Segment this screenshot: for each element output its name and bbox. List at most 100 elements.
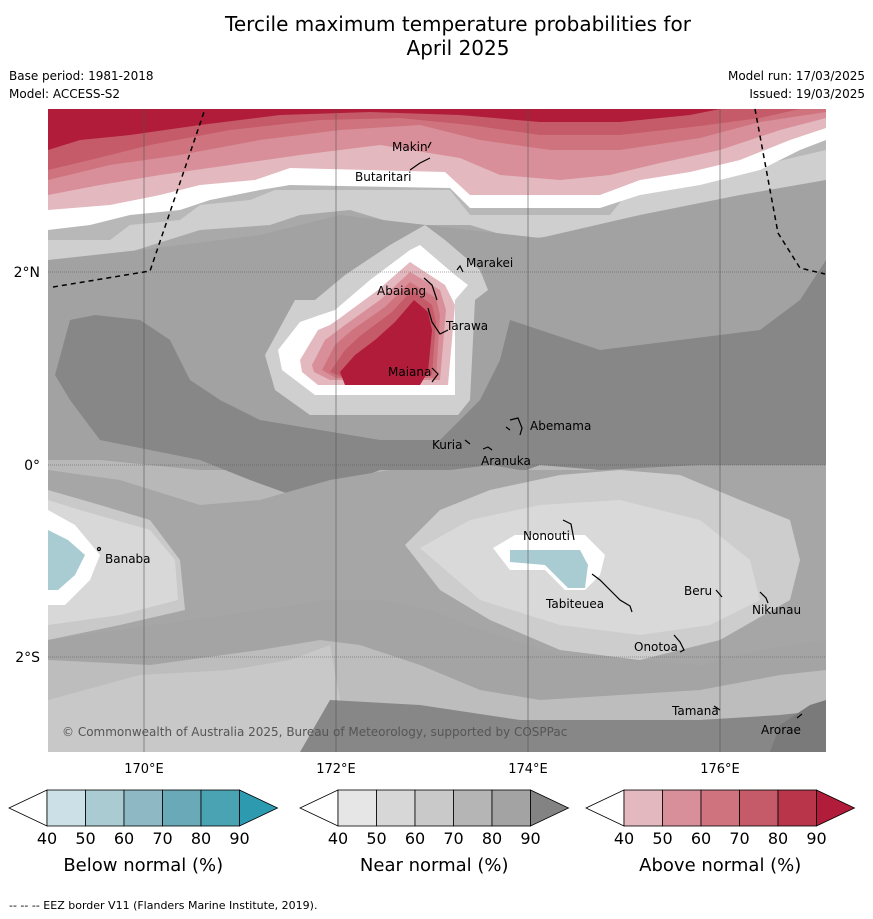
model-name: Model: ACCESS-S2 — [9, 87, 121, 101]
above-normal-band-80-north — [48, 109, 800, 170]
near-normal-band-80 — [55, 260, 826, 498]
place-arorae: Arorae — [761, 723, 801, 737]
place-nikunau: Nikunau — [752, 603, 801, 617]
title-line-2: April 2025 — [406, 36, 510, 60]
colorbar-tick: 40 — [614, 829, 634, 848]
issued-date: Issued: 19/03/2025 — [749, 87, 865, 101]
eez-border — [52, 108, 826, 288]
colorbar-1: 40 50 60 70 80 90 Near normal (%) — [299, 789, 570, 876]
colorbar-label: Below normal (%) — [63, 855, 223, 876]
place-onotoa: Onotoa — [634, 640, 678, 654]
place-abemama: Abemama — [530, 419, 591, 433]
colorbar-bin — [414, 789, 454, 827]
colorbar-arrow-low — [585, 789, 625, 827]
place-aranuka: Aranuka — [481, 454, 531, 468]
lat-label-2s: 2°S — [15, 650, 40, 666]
colorbar-tick: 40 — [328, 829, 348, 848]
colorbar-tick: 90 — [520, 829, 540, 848]
colorbar-tick: 90 — [806, 829, 826, 848]
island-outlines — [96, 141, 803, 719]
colorbar-arrow-high — [239, 789, 279, 827]
place-labels: Makin Butaritari Marakei Abaiang Tarawa … — [105, 140, 801, 737]
colorbar-bin — [777, 789, 817, 827]
title-line-1: Tercile maximum temperature probabilitie… — [225, 12, 691, 36]
colorbar-tick: 50 — [75, 829, 95, 848]
lat-label-0: 0° — [24, 458, 40, 474]
colorbars: 40 50 60 70 80 90 Below normal (%) 40 50 60 70 80 90… — [8, 789, 856, 876]
page-title: Tercile maximum temperature probabilitie… — [0, 12, 873, 60]
near-normal-band-80-south — [300, 700, 826, 752]
latitude-labels: 2°N 0° 2°S — [14, 265, 41, 666]
near-normal-band-60-southwest — [48, 645, 340, 752]
place-abaiang: Abaiang — [377, 284, 426, 298]
colorbar-arrow-low — [8, 789, 48, 827]
colorbar-arrow-high — [816, 789, 856, 827]
lon-label-176e: 176°E — [700, 762, 740, 777]
colorbar-bin — [662, 789, 702, 827]
colorbar-bin — [700, 789, 740, 827]
below-normal-patch-west — [48, 530, 85, 590]
place-tamana: Tamana — [671, 704, 719, 718]
colorbar-label: Above normal (%) — [639, 855, 801, 876]
colorbar-tick: 70 — [729, 829, 749, 848]
colorbar-tick: 50 — [366, 829, 386, 848]
colorbar-bin — [491, 789, 531, 827]
colorbar-bin — [162, 789, 202, 827]
meta-left: Base period: 1981-2018 Model: ACCESS-S2 — [9, 67, 154, 103]
colorbar-0: 40 50 60 70 80 90 Below normal (%) — [8, 789, 279, 876]
place-kuria: Kuria — [432, 438, 463, 452]
place-tarawa: Tarawa — [445, 319, 488, 333]
above-normal-band-90-north — [48, 109, 720, 150]
colorbar-arrow-low — [299, 789, 339, 827]
eez-footnote: -- -- -- EEZ border V11 (Flanders Marine… — [9, 899, 318, 912]
lon-label-170e: 170°E — [124, 762, 164, 777]
colorbar-2: 40 50 60 70 80 90 Above normal (%) — [585, 789, 856, 876]
near-normal-band-90-southeast — [770, 700, 826, 752]
colorbar-bin — [337, 789, 377, 827]
colorbar-tick: 40 — [37, 829, 57, 848]
colorbar-label: Near normal (%) — [360, 855, 509, 876]
colorbar-tick: 50 — [652, 829, 672, 848]
above-normal-band-90-center — [340, 300, 432, 385]
colorbar-bin — [376, 789, 416, 827]
lon-label-172e: 172°E — [316, 762, 356, 777]
near-normal-band-50-west — [48, 500, 178, 625]
below-normal-patch-south — [510, 550, 588, 588]
latitude-gridlines — [48, 271, 826, 658]
model-run: Model run: 17/03/2025 — [727, 69, 865, 83]
colorbar-tick: 80 — [482, 829, 502, 848]
place-beru: Beru — [684, 584, 712, 598]
colorbar-bin — [453, 789, 493, 827]
place-butaritari: Butaritari — [355, 170, 412, 184]
colorbar-tick: 90 — [229, 829, 249, 848]
place-tabiteuea: Tabiteuea — [545, 597, 604, 611]
colorbar-tick: 60 — [405, 829, 425, 848]
colorbar-arrow-high — [530, 789, 570, 827]
lat-label-2n: 2°N — [14, 265, 40, 281]
place-banaba: Banaba — [105, 552, 151, 566]
place-makin: Makin — [392, 140, 428, 154]
colorbar-tick: 60 — [114, 829, 134, 848]
colorbar-tick: 70 — [443, 829, 463, 848]
colorbar-bin — [200, 789, 240, 827]
colorbar-bin — [85, 789, 125, 827]
place-maiana: Maiana — [388, 365, 431, 379]
meta-right: Model run: 17/03/2025 Issued: 19/03/2025 — [728, 67, 865, 103]
colorbar-tick: 80 — [191, 829, 211, 848]
colorbar-bin — [123, 789, 163, 827]
place-nonouti: Nonouti — [523, 529, 570, 543]
place-marakei: Marakei — [466, 256, 513, 270]
lon-label-174e: 174°E — [508, 762, 548, 777]
colorbar-tick: 60 — [691, 829, 711, 848]
colorbar-tick: 80 — [768, 829, 788, 848]
longitude-labels: 170°E 172°E 174°E 176°E — [124, 762, 740, 777]
colorbar-bin — [739, 789, 779, 827]
colorbar-bin — [46, 789, 86, 827]
base-period: Base period: 1981-2018 — [9, 69, 154, 83]
copyright-note: © Commonwealth of Australia 2025, Bureau… — [62, 725, 567, 739]
map-field — [48, 109, 826, 752]
longitude-gridlines — [143, 109, 721, 752]
colorbar-bin — [623, 789, 663, 827]
colorbar-tick: 70 — [152, 829, 172, 848]
